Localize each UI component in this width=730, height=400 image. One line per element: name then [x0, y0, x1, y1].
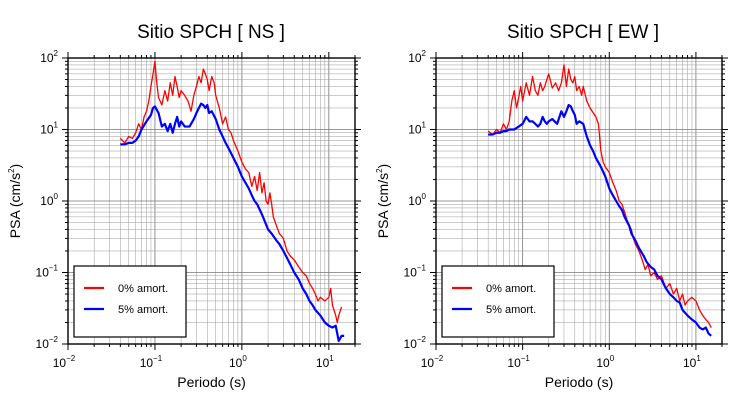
legend-label: 0% amort.	[486, 283, 536, 295]
chart-title: Sitio SPCH [ NS ]	[137, 22, 285, 43]
legend-label: 5% amort.	[118, 304, 168, 316]
chart-panel-ns: 10−2 10−1 100 101 10−2 10−1 100 101 102 Sitio SPC…	[7, 22, 361, 390]
grid	[67, 57, 356, 345]
y-tick-label: 10−2	[36, 335, 59, 351]
y-tick-label: 102	[408, 49, 426, 65]
y-tick-label: 10−1	[404, 264, 427, 280]
y-tick-label: 101	[408, 121, 426, 137]
axis-ticks	[62, 52, 361, 350]
y-tick-label: 10−1	[36, 264, 59, 280]
legend-label: 5% amort.	[486, 304, 536, 316]
chart-panel-ew: 10−2 10−1 100 101 10−2 10−1 100 101 102 Sitio SPC…	[375, 22, 728, 390]
y-tick-label: 10−2	[404, 335, 427, 351]
y-tick-label: 100	[40, 192, 58, 208]
y-tick-label: 100	[408, 192, 426, 208]
legend-label: 0% amort.	[118, 283, 168, 295]
x-tick-label: 100	[596, 354, 614, 370]
series-line-undamped	[487, 64, 712, 328]
y-tick-label: 102	[40, 49, 58, 65]
series-line-damped	[120, 102, 345, 343]
x-tick-label: 101	[683, 354, 701, 370]
x-axis-label: Periodo (s)	[177, 374, 245, 390]
chart-title: Sitio SPCH [ EW ]	[507, 22, 659, 43]
axis-ticks	[430, 52, 728, 350]
series-line-damped	[488, 103, 712, 337]
x-tick-label: 10−1	[140, 354, 163, 370]
x-tick-label: 100	[229, 354, 247, 370]
legend: 0% amort. 5% amort.	[73, 265, 187, 338]
x-axis-label: Periodo (s)	[545, 374, 613, 390]
y-axis-label: PSA (cm/s2)	[7, 164, 23, 238]
x-tick-label: 10−2	[421, 354, 444, 370]
x-tick-label: 10−2	[53, 354, 76, 370]
y-axis-label: PSA (cm/s2)	[375, 164, 391, 238]
legend-box	[73, 265, 187, 338]
x-tick-label: 10−1	[507, 354, 530, 370]
legend-box	[441, 265, 555, 338]
legend: 0% amort. 5% amort.	[441, 265, 555, 338]
series-line-undamped	[119, 60, 343, 324]
y-tick-label: 101	[40, 121, 58, 137]
x-tick-label: 101	[316, 354, 334, 370]
